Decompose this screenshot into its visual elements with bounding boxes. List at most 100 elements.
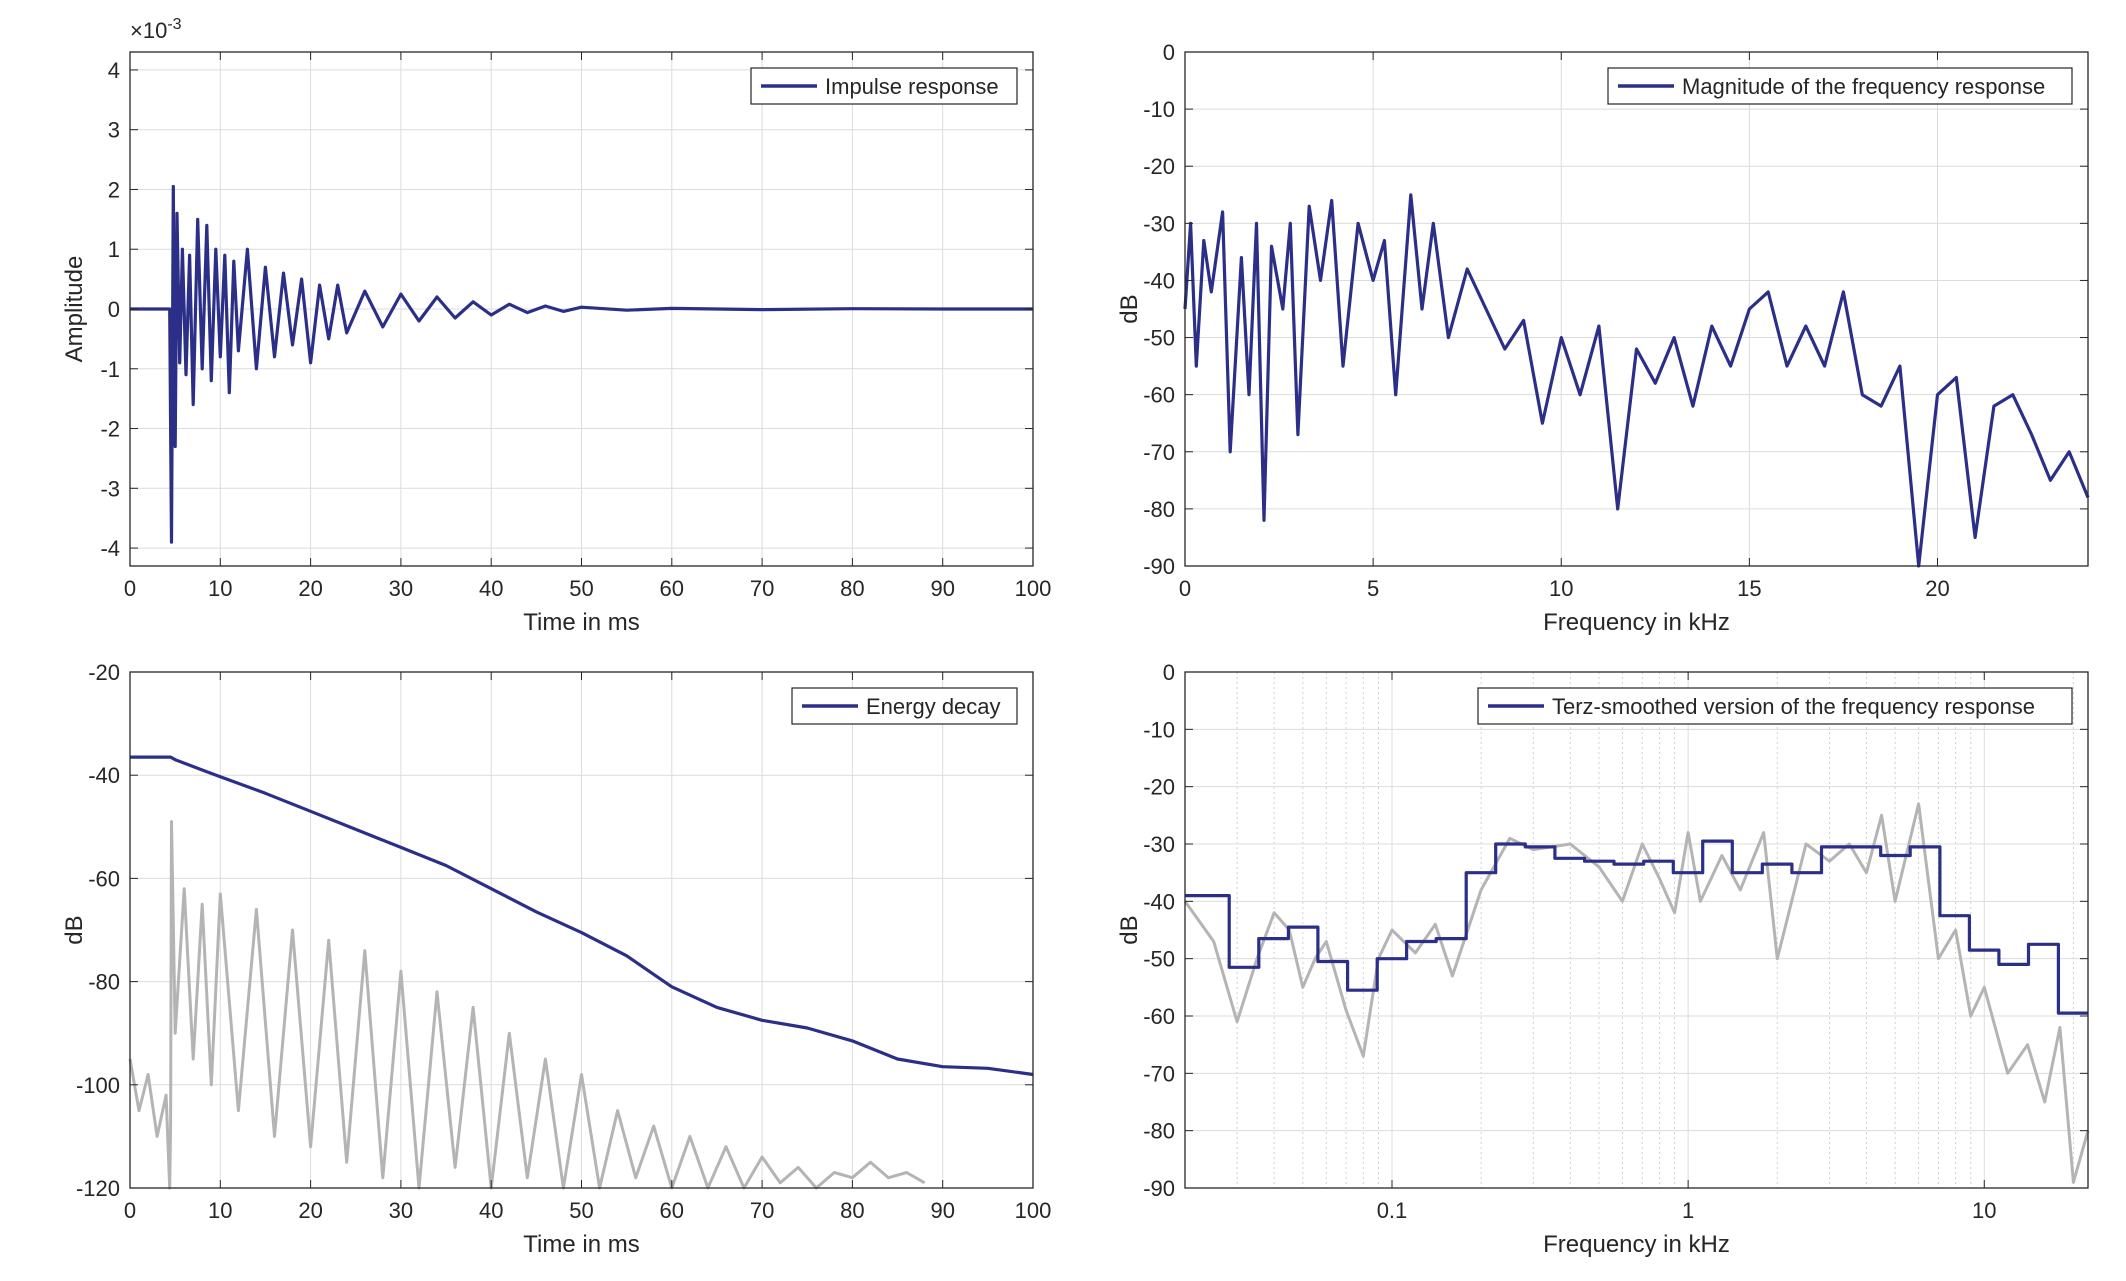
y-ticks: 0 -10 -20 -30 -40 -50 -60 -70 -80 -90 xyxy=(1143,660,2088,1201)
y-ticks: -20 -40 -60 -80 -100 -120 xyxy=(76,660,1033,1201)
y-tick-label: -40 xyxy=(1143,889,1175,914)
x-tick-label: 80 xyxy=(840,576,864,601)
x-tick-label: 10 xyxy=(1549,576,1573,601)
y-ticks: 0 -10 -20 -30 -40 -50 -60 -70 -80 -90 xyxy=(1143,40,2088,579)
legend-box xyxy=(1607,67,2073,105)
y-tick-label: -60 xyxy=(1143,383,1175,408)
x-tick-label: 60 xyxy=(660,1198,684,1223)
y-tick-label: 2 xyxy=(108,177,120,202)
y-tick-label: -70 xyxy=(1143,440,1175,465)
x-tick-label: 20 xyxy=(1925,576,1949,601)
y-tick-label: 4 xyxy=(108,58,120,83)
y-tick-label: -20 xyxy=(1143,775,1175,800)
legend-label: Impulse response xyxy=(825,74,999,99)
legend: Magnitude of the frequency response xyxy=(1607,67,2073,105)
y-tick-label: -80 xyxy=(1143,497,1175,522)
x-tick-label: 50 xyxy=(569,576,593,601)
x-tick-label: 70 xyxy=(750,1198,774,1223)
series-line-main xyxy=(130,755,1034,1077)
legend-box xyxy=(1477,687,2073,725)
y-axis-label: dB xyxy=(1116,294,1143,323)
chart-panel-3: 0 10 20 30 40 50 60 70 80 90 100 -20 -40 -60 -80 -100 -1… xyxy=(61,660,1051,1258)
x-tick-label: 50 xyxy=(569,1198,593,1223)
y-tick-label: 0 xyxy=(1163,660,1175,685)
axes-box xyxy=(1184,51,2089,567)
y-tick-label: 1 xyxy=(108,237,120,262)
legend-label: Energy decay xyxy=(866,694,1001,719)
y-tick-label: -70 xyxy=(1143,1061,1175,1086)
y-tick-label: -90 xyxy=(1143,554,1175,579)
y-tick-label: -60 xyxy=(88,866,120,891)
legend: Terz-smoothed version of the frequency r… xyxy=(1477,687,2073,725)
y-tick-label: -1 xyxy=(100,357,120,382)
series-line-main xyxy=(1183,193,2090,568)
x-tick-label: 0.1 xyxy=(1377,1198,1408,1223)
x-ticks: 0 10 20 30 40 50 60 70 80 90 100 xyxy=(124,52,1051,601)
x-tick-label: 0 xyxy=(124,1198,136,1223)
y-tick-label: 3 xyxy=(108,118,120,143)
x-tick-label: 30 xyxy=(389,1198,413,1223)
x-ticks: 0 5 10 15 20 xyxy=(1179,52,1950,601)
y-axis-label: Amplitude xyxy=(61,256,88,363)
x-tick-label: 40 xyxy=(479,576,503,601)
y-tick-label: -60 xyxy=(1143,1004,1175,1029)
x-axis-label: Time in ms xyxy=(523,609,639,636)
x-axis-label: Frequency in kHz xyxy=(1543,609,1730,636)
x-tick-label: 10 xyxy=(1972,1198,1996,1223)
y-tick-label: -3 xyxy=(100,476,120,501)
x-tick-label: 60 xyxy=(660,576,684,601)
y-axis-label: dB xyxy=(1116,915,1143,944)
y-tick-label: -10 xyxy=(1143,97,1175,122)
y-tick-label: -40 xyxy=(88,763,120,788)
exponent-power: -3 xyxy=(167,16,181,33)
y-ticks: -4 -3 -2 -1 0 1 2 3 4 xyxy=(100,58,1033,561)
y-tick-label: -30 xyxy=(1143,832,1175,857)
chart-panel-2: 0 5 10 15 20 0 -10 -20 -30 -40 -50 -60 -70 -80 -90 Freq… xyxy=(1116,40,2090,636)
axes-box xyxy=(1184,671,2089,1189)
y-tick-label: -50 xyxy=(1143,947,1175,972)
y-tick-label: 0 xyxy=(1163,40,1175,65)
legend-label: Terz-smoothed version of the frequency r… xyxy=(1552,694,2035,719)
x-tick-label: 40 xyxy=(479,1198,503,1223)
y-tick-label: -80 xyxy=(88,970,120,995)
x-ticks: 0.1 1 10 xyxy=(1377,672,1997,1223)
x-tick-label: 90 xyxy=(930,576,954,601)
x-tick-label: 100 xyxy=(1015,576,1052,601)
x-tick-label: 0 xyxy=(1179,576,1191,601)
chart-panel-1: 0 10 20 30 40 50 60 70 80 90 100-4-3-2-101234×10-3… xyxy=(61,16,1051,636)
y-tick-label: -2 xyxy=(100,417,120,442)
x-tick-label: 20 xyxy=(298,576,322,601)
y-tick-label: -120 xyxy=(76,1176,120,1201)
x-ticks: 0 10 20 30 40 50 60 70 80 90 100 xyxy=(124,672,1051,1223)
exponent-base: ×10 xyxy=(130,18,167,43)
y-tick-label: -100 xyxy=(76,1073,120,1098)
y-tick-label: -4 xyxy=(100,536,120,561)
x-tick-label: 80 xyxy=(840,1198,864,1223)
y-tick-label: -90 xyxy=(1143,1176,1175,1201)
x-tick-label: 5 xyxy=(1367,576,1379,601)
x-tick-label: 20 xyxy=(298,1198,322,1223)
x-tick-label: 15 xyxy=(1737,576,1761,601)
legend: Energy decay xyxy=(791,687,1018,725)
series-line-main xyxy=(1185,839,2088,1015)
series-line-gray xyxy=(1183,802,2090,1184)
chart-panel-4: 0.1 1 10 0 -10 -20 -30 -40 -50 -60 -70 -80 -90 Freque… xyxy=(1116,660,2090,1258)
y-tick-label: -10 xyxy=(1143,717,1175,742)
y-tick-label: 0 xyxy=(108,297,120,322)
x-tick-label: 30 xyxy=(389,576,413,601)
x-tick-label: 70 xyxy=(750,576,774,601)
y-tick-label: -20 xyxy=(1143,154,1175,179)
x-tick-label: 90 xyxy=(930,1198,954,1223)
y-exponent-label: ×10-3 xyxy=(130,16,182,43)
plot-area xyxy=(1185,52,2088,566)
x-tick-label: 100 xyxy=(1015,1198,1052,1223)
y-tick-label: -80 xyxy=(1143,1119,1175,1144)
legend: Impulse response xyxy=(750,67,1018,105)
x-axis-label: Time in ms xyxy=(523,1231,639,1258)
plot-area xyxy=(1185,672,2088,1188)
y-tick-label: -30 xyxy=(1143,211,1175,236)
legend-label: Magnitude of the frequency response xyxy=(1682,74,2045,99)
series-line-main xyxy=(130,184,1033,544)
